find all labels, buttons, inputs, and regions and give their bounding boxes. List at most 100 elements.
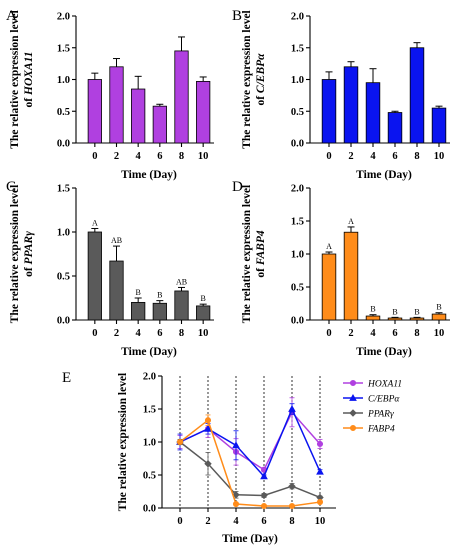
- y-tick-label: 2.0: [57, 12, 70, 23]
- x-tick-label: 2: [348, 151, 353, 162]
- x-tick-label: 0: [326, 151, 331, 162]
- bar: [431, 107, 447, 144]
- data-point: [349, 379, 357, 387]
- bar: [87, 231, 102, 321]
- bar: [321, 79, 337, 144]
- data-point: [204, 460, 212, 468]
- panel-letter: C: [6, 179, 16, 195]
- y-axis-title-gene: HOXA11: [23, 52, 35, 96]
- data-point: [288, 482, 296, 490]
- legend-label: PPARγ: [367, 410, 394, 420]
- y-tick-label: 0.5: [57, 107, 70, 118]
- y-axis-title-gene-line: of PPARγ: [23, 231, 35, 277]
- x-axis-title: Time (Day): [356, 169, 412, 181]
- significance-label: A: [326, 242, 332, 251]
- y-tick-label: 0.0: [291, 316, 304, 327]
- x-axis-title: Time (Day): [121, 346, 177, 358]
- significance-label: B: [370, 305, 375, 314]
- y-axis-title-gene: PPARγ: [23, 231, 35, 265]
- data-point: [260, 491, 268, 500]
- bar: [409, 317, 425, 321]
- x-tick-label: 8: [179, 151, 184, 162]
- bar: [321, 253, 337, 321]
- x-tick-label: 0: [92, 328, 97, 339]
- panel-letter: E: [62, 370, 71, 386]
- x-tick-label: 0: [177, 516, 182, 527]
- significance-label: B: [414, 307, 419, 316]
- x-axis-title: Time (Day): [222, 533, 278, 545]
- bar: [343, 66, 359, 144]
- x-tick-label: 6: [157, 328, 162, 339]
- bar: [109, 66, 124, 144]
- y-tick-label: 0.0: [57, 139, 70, 150]
- x-tick-label: 10: [315, 516, 326, 527]
- panel-letter: A: [6, 8, 17, 24]
- x-tick-label: 4: [233, 516, 239, 527]
- significance-label: B: [135, 288, 140, 297]
- legend-label: C/EBPα: [368, 395, 400, 405]
- significance-label: A: [92, 218, 98, 227]
- x-tick-label: 6: [157, 151, 162, 162]
- x-tick-label: 10: [198, 328, 209, 339]
- y-tick-label: 1.0: [291, 250, 304, 261]
- y-tick-label: 1.0: [291, 75, 304, 86]
- y-axis-title-of: of: [255, 93, 267, 105]
- bar: [152, 105, 167, 144]
- y-axis-title-gene: FABP4: [255, 230, 267, 266]
- y-tick-label: 1.0: [57, 228, 70, 239]
- x-tick-label: 8: [179, 328, 184, 339]
- y-axis-title: The relative expression level: [241, 10, 253, 149]
- x-tick-label: 0: [326, 328, 331, 339]
- bar: [109, 260, 124, 321]
- series-line: [179, 407, 321, 478]
- y-axis-title-of: of: [255, 265, 267, 277]
- y-axis-title-gene-line: of FABP4: [255, 230, 267, 277]
- data-point: [288, 404, 296, 412]
- data-point: [316, 440, 324, 448]
- y-tick-label: 1.5: [57, 43, 70, 54]
- y-tick-label: 0.5: [291, 107, 304, 118]
- y-tick-label: 0.5: [143, 471, 156, 482]
- bar: [174, 50, 189, 144]
- significance-label: B: [436, 303, 441, 312]
- x-tick-label: 4: [370, 328, 376, 339]
- legend: HOXA11 C/EBPα PPARγ FABP4: [343, 380, 402, 435]
- x-tick-label: 10: [434, 151, 445, 162]
- x-tick-label: 6: [392, 328, 397, 339]
- x-tick-label: 4: [136, 151, 142, 162]
- y-tick-label: 2.0: [291, 12, 304, 23]
- panel-e: E 0.0 0.5 1.0 1.5 2.0 0 2 4 6 8 10 Time (Day) The rel…: [62, 370, 402, 545]
- y-axis-title: The relative expression level: [241, 185, 253, 324]
- bar: [431, 313, 447, 321]
- x-tick-label: 2: [114, 328, 119, 339]
- data-point: [316, 499, 324, 506]
- significance-label: A: [348, 217, 354, 226]
- data-point: [260, 502, 268, 510]
- y-axis-title-gene-line: of HOXA11: [23, 52, 35, 108]
- panel-a: A 0.0 0.5 1.0 1.5 2.0 0 2 4 6 8 10 Time (Day) The rel…: [6, 8, 214, 181]
- data-point: [232, 441, 240, 449]
- significance-label: AB: [176, 277, 187, 286]
- data-point: [204, 424, 212, 432]
- data-point: [204, 417, 212, 424]
- panel-letter: B: [232, 8, 242, 24]
- bar: [409, 47, 425, 144]
- bar: [131, 301, 146, 321]
- panel-b: B 0.0 0.5 1.0 1.5 2.0 0 2 4 6 8 10 Time (Day) The rel…: [232, 8, 450, 181]
- data-point: [176, 438, 184, 446]
- y-tick-label: 0.0: [143, 504, 156, 515]
- panel-d: D 0.0 0.5 1.0 1.5 2.0 0 A 2 A 4 B 6 B 8 B 10 B Time (Day) T…: [232, 179, 450, 358]
- x-tick-label: 2: [114, 151, 119, 162]
- significance-label: AB: [111, 236, 122, 245]
- x-tick-label: 4: [370, 151, 376, 162]
- y-tick-label: 0.5: [57, 272, 70, 283]
- bar: [87, 79, 102, 144]
- series-line: [179, 441, 321, 499]
- x-tick-label: 4: [136, 328, 142, 339]
- bar: [387, 317, 403, 321]
- bar: [131, 88, 146, 144]
- bar: [196, 305, 211, 321]
- bar: [343, 231, 359, 321]
- x-tick-label: 6: [392, 151, 397, 162]
